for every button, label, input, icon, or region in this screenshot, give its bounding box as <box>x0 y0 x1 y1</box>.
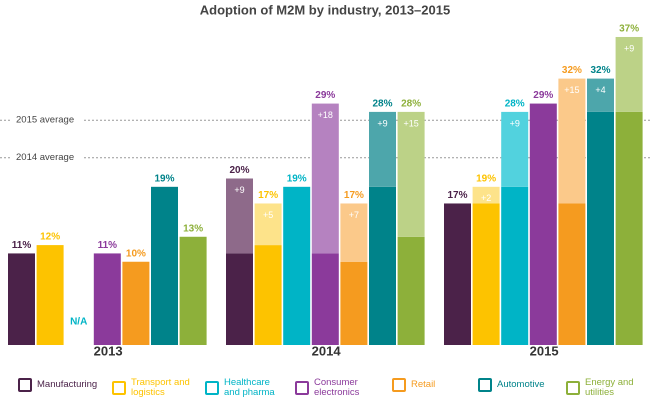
value-label: 19% <box>287 173 307 184</box>
value-label: 17% <box>344 190 364 201</box>
legend-label: Consumer electronics <box>314 377 360 398</box>
value-label: 11% <box>98 240 118 251</box>
chart-title: Adoption of M2M by industry, 2013–2015 <box>200 2 450 17</box>
legend-label: Automotive <box>497 379 545 390</box>
x-tick-label: 2014 <box>312 343 342 358</box>
bar <box>122 261 150 345</box>
bar <box>8 253 35 345</box>
value-label: 29% <box>533 90 553 101</box>
legend-item: Energy and utilities <box>566 378 647 398</box>
value-label: 29% <box>315 90 335 101</box>
legend-item: Consumer electronics <box>295 378 376 398</box>
increase-label: +4 <box>595 85 605 95</box>
value-label: 32% <box>590 65 610 76</box>
x-tick-label: 2013 <box>94 343 123 358</box>
bar <box>93 253 121 345</box>
value-label: 28% <box>401 99 421 110</box>
bar <box>444 203 471 345</box>
increase-label: +2 <box>481 193 491 203</box>
bar-increase <box>397 111 425 237</box>
bar-base <box>254 245 282 345</box>
bar-base <box>615 111 643 346</box>
legend-item: Automotive <box>478 378 559 392</box>
value-label: 12% <box>40 232 60 243</box>
increase-label: +9 <box>510 118 520 128</box>
average-label-bg <box>12 113 82 128</box>
value-label: 19% <box>476 173 496 184</box>
bar-base <box>397 236 425 345</box>
legend-label: Manufacturing <box>37 379 98 390</box>
average-label: 2014 average <box>16 152 74 163</box>
legend-item: Manufacturing <box>18 378 99 392</box>
bar-base <box>226 253 253 345</box>
value-label: 17% <box>447 190 467 201</box>
bar-base <box>501 186 529 345</box>
increase-label: +5 <box>263 210 273 220</box>
bar-base <box>369 186 396 345</box>
bar-base <box>472 203 500 345</box>
increase-label: +15 <box>403 118 418 128</box>
value-label: 37% <box>619 24 639 35</box>
legend-label: Transport and logistics <box>131 377 190 398</box>
legend-label: Healthcare and pharma <box>224 377 275 398</box>
value-label: 11% <box>12 240 32 251</box>
bar-increase <box>226 178 253 254</box>
value-label: N/A <box>70 317 87 328</box>
bar-increase <box>558 78 586 204</box>
legend-icon <box>205 381 219 395</box>
legend-label: Energy and utilities <box>585 377 634 398</box>
bar-increase <box>501 111 529 187</box>
bar-base <box>340 261 368 345</box>
legend: Manufacturing Transport and logistics Heal… <box>0 378 650 406</box>
legend-icon <box>478 378 492 392</box>
increase-label: +18 <box>318 110 333 120</box>
value-label: 17% <box>258 190 278 201</box>
increase-label: +9 <box>234 185 244 195</box>
average-label: 2015 average <box>16 115 74 126</box>
increase-label: +15 <box>564 85 579 95</box>
bar-base <box>558 203 586 345</box>
increase-label: +9 <box>624 43 634 53</box>
value-label: 10% <box>126 248 146 259</box>
legend-icon <box>295 381 309 395</box>
chart: Adoption of M2M by industry, 2013–2015 2… <box>0 2 650 358</box>
increase-label: +9 <box>377 118 387 128</box>
value-label: 28% <box>372 99 392 110</box>
value-label: 13% <box>183 223 203 234</box>
bar-increase <box>587 78 614 112</box>
legend-icon <box>112 381 126 395</box>
value-label: 19% <box>154 173 174 184</box>
bar-increase <box>311 103 339 254</box>
legend-label: Retail <box>411 379 436 390</box>
legend-icon <box>392 378 406 392</box>
value-label: 32% <box>562 65 582 76</box>
value-label: 28% <box>505 99 525 110</box>
bar-increase <box>254 203 282 246</box>
bar-increase <box>369 111 396 187</box>
bar-increase <box>472 186 500 204</box>
bar <box>36 245 64 345</box>
legend-item: Healthcare and pharma <box>205 378 286 398</box>
bar-increase <box>340 203 368 262</box>
bar <box>283 186 311 345</box>
bar <box>151 186 178 345</box>
value-label: 20% <box>229 165 249 176</box>
bar <box>529 103 557 345</box>
legend-icon <box>566 381 580 395</box>
legend-item: Transport and logistics <box>112 378 193 398</box>
bar <box>179 236 207 345</box>
bar-increase <box>615 36 643 112</box>
bar-base <box>587 111 614 346</box>
legend-icon <box>18 378 32 392</box>
average-label-bg <box>12 150 82 165</box>
x-tick-label: 2015 <box>530 343 559 358</box>
bar-base <box>311 253 339 345</box>
legend-item: Retail <box>392 378 473 392</box>
increase-label: +7 <box>349 210 359 220</box>
